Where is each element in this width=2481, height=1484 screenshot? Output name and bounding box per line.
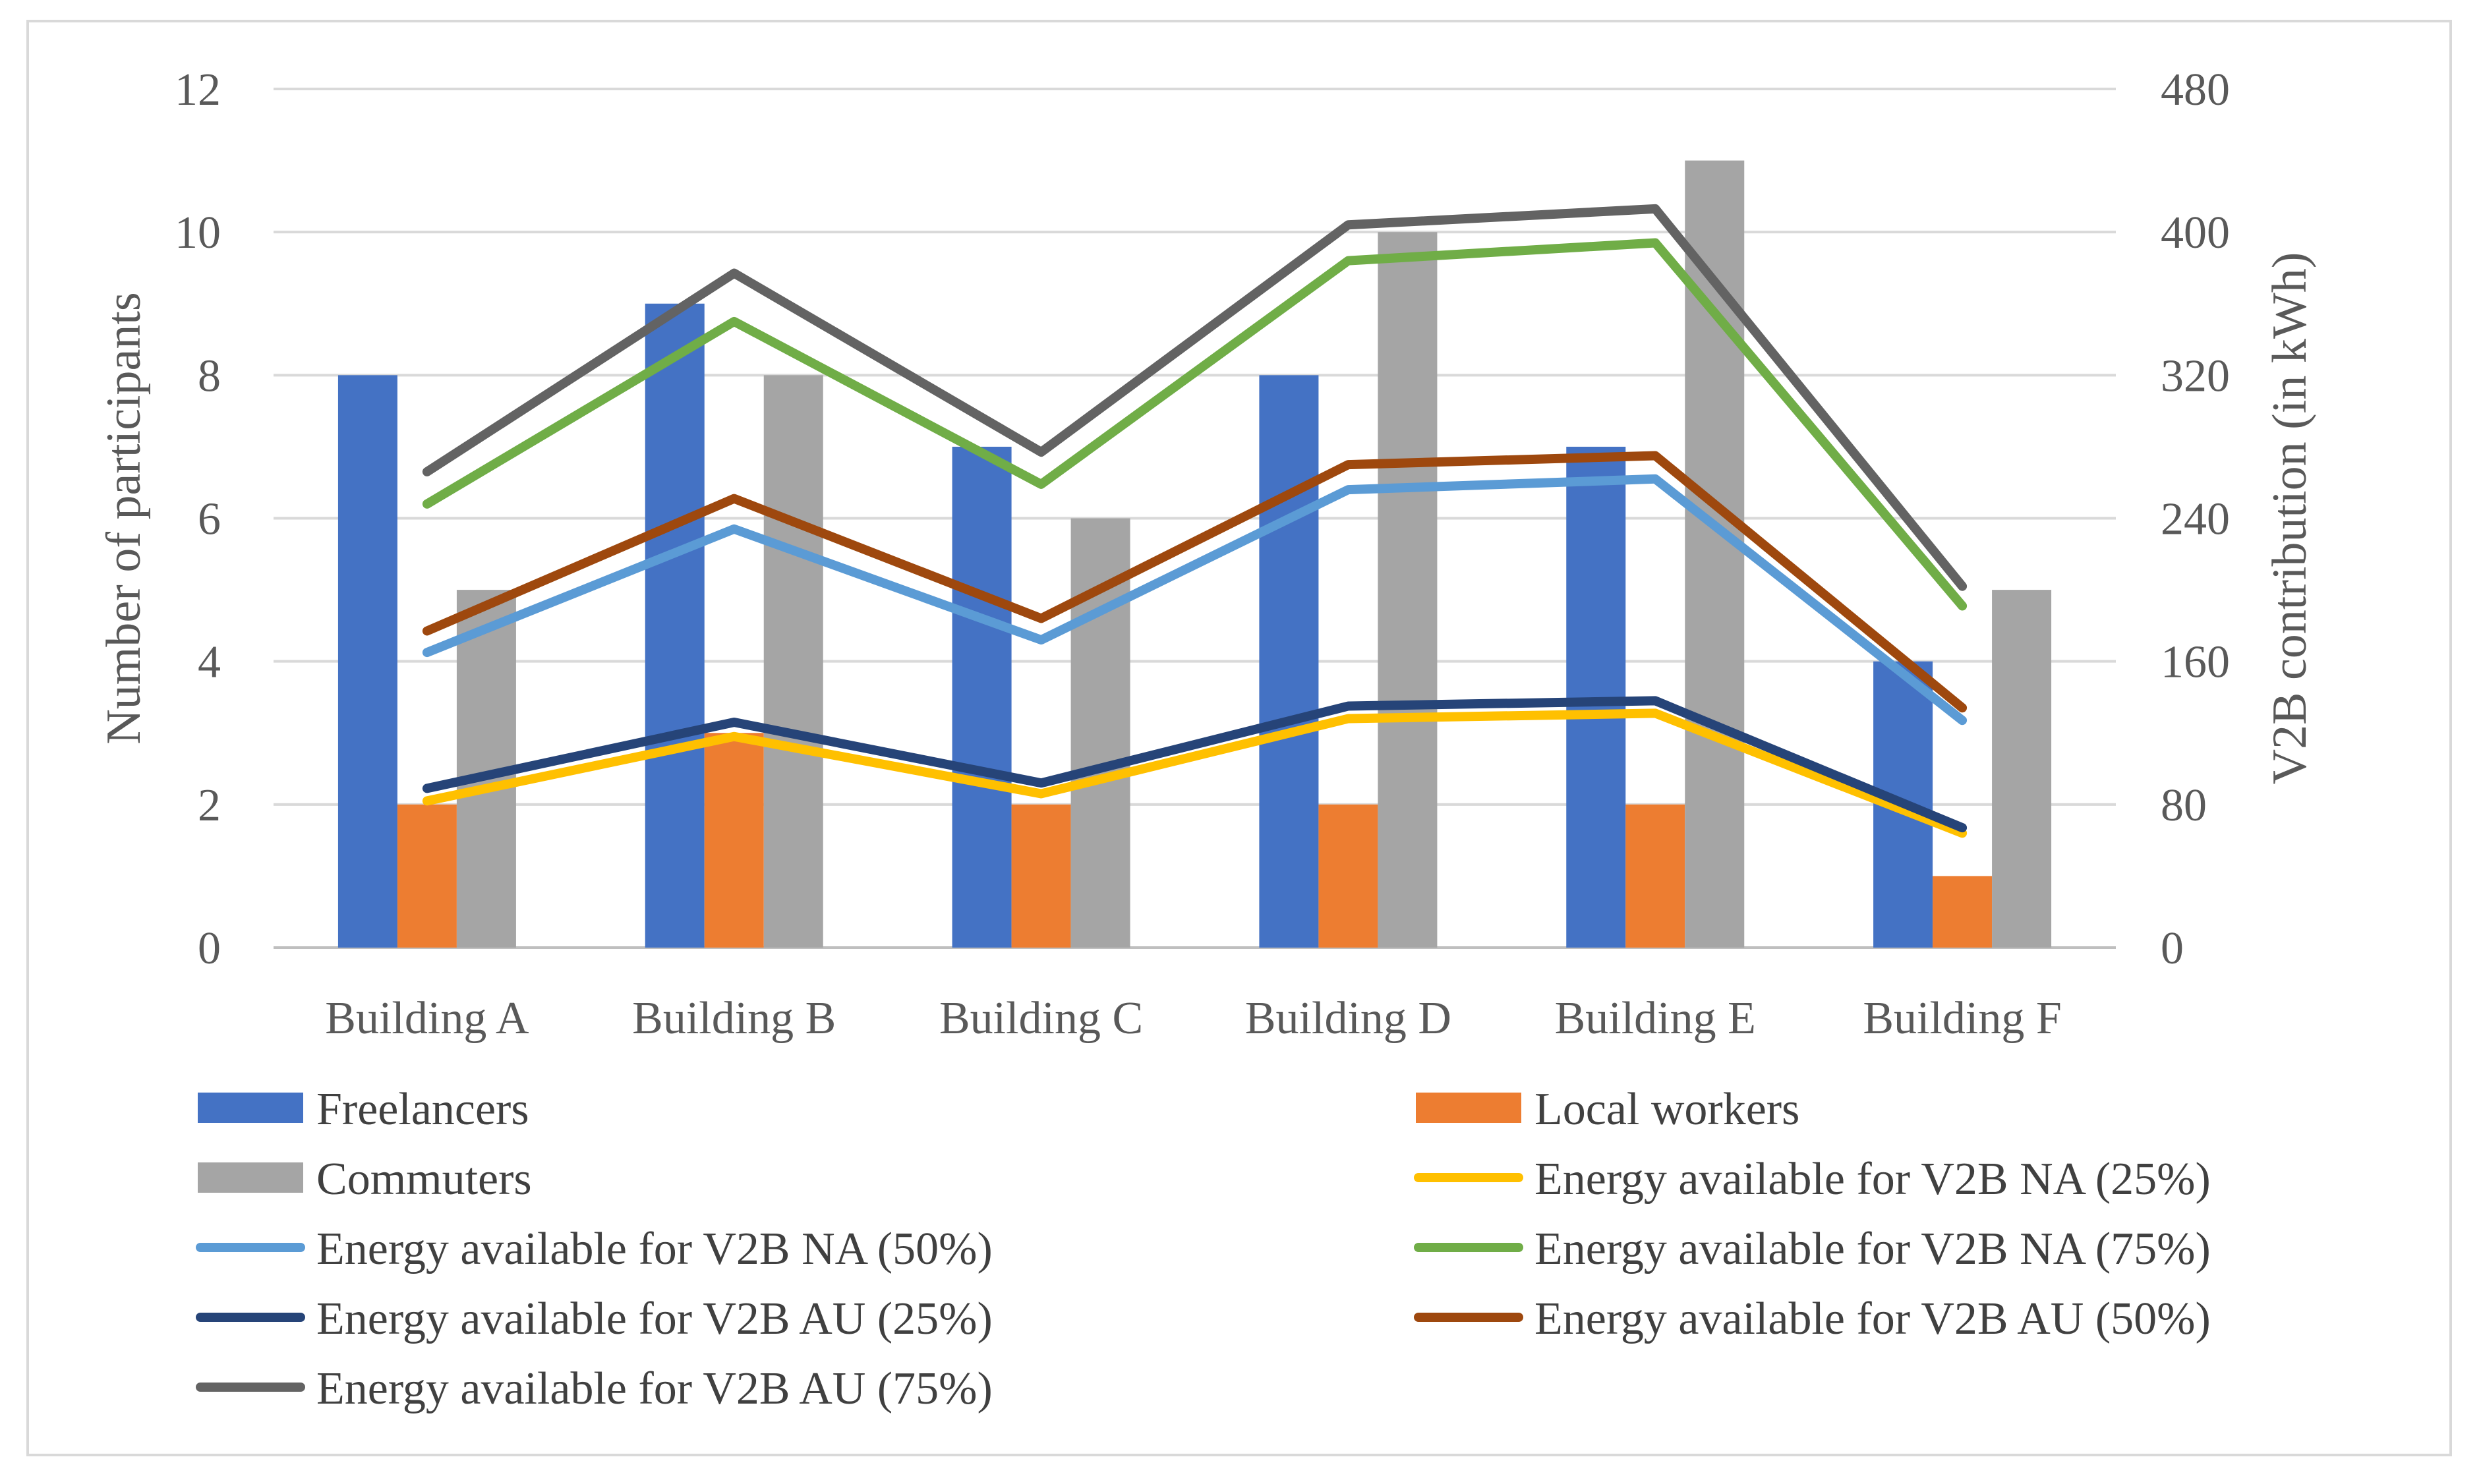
bar-local-workers xyxy=(1933,876,1993,948)
legend: Freelancers Local workers Commuters Energy … xyxy=(196,1084,2211,1414)
bar-local-workers xyxy=(397,804,457,948)
y-right-tick-label: 240 xyxy=(2161,494,2230,545)
bar-local-workers xyxy=(704,733,764,948)
x-tick-label: Building D xyxy=(1245,993,1451,1044)
legend-label: Commuters xyxy=(316,1154,532,1205)
bar-freelancers xyxy=(645,303,705,948)
legend-swatch xyxy=(1416,1093,1521,1123)
x-tick-label: Building A xyxy=(325,993,529,1044)
legend-label: Freelancers xyxy=(316,1084,529,1135)
y-left-tick-label: 6 xyxy=(198,494,221,545)
lines xyxy=(422,204,1968,838)
y-left-tick-label: 12 xyxy=(175,65,221,115)
line-series xyxy=(422,204,1968,591)
x-tick-label: Building B xyxy=(632,993,836,1044)
y-right-tick-label: 0 xyxy=(2161,923,2184,974)
legend-swatch xyxy=(198,1093,303,1123)
gridlines xyxy=(274,88,2116,949)
legend-swatch xyxy=(198,1162,303,1193)
legend-label: Energy available for V2B AU (75%) xyxy=(316,1363,993,1414)
legend-label: Energy available for V2B NA (75%) xyxy=(1534,1224,2211,1274)
y-right-tick-label: 160 xyxy=(2161,637,2230,688)
legend-label: Energy available for V2B NA (25%) xyxy=(1534,1154,2211,1205)
x-tick-label: Building E xyxy=(1555,993,1756,1044)
line-series xyxy=(422,238,1968,611)
bars xyxy=(337,160,2052,948)
y-right-axis-title: V2B contribution (in kWh) xyxy=(2263,252,2317,785)
bar-local-workers xyxy=(1625,804,1685,948)
line-series xyxy=(422,474,1968,726)
y-right-tick-label: 400 xyxy=(2161,208,2230,258)
x-tick-label: Building F xyxy=(1863,993,2061,1044)
y-left-tick-label: 0 xyxy=(198,923,221,974)
line-series xyxy=(422,451,1968,713)
y-right-tick-label: 320 xyxy=(2161,351,2230,401)
bar-freelancers xyxy=(952,446,1012,948)
y-left-tick-label: 10 xyxy=(175,208,221,258)
line-series xyxy=(422,708,1968,838)
x-tick-label: Building C xyxy=(939,993,1143,1044)
legend-label: Energy available for V2B AU (25%) xyxy=(316,1294,993,1344)
bar-commuters xyxy=(763,375,823,948)
legend-label: Energy available for V2B NA (50%) xyxy=(316,1224,993,1274)
y-left-axis-title: Number of participants xyxy=(97,292,151,744)
legend-label: Local workers xyxy=(1534,1084,1799,1135)
y-right-tick-label: 480 xyxy=(2161,65,2230,115)
legend-label: Energy available for V2B AU (50%) xyxy=(1534,1294,2211,1344)
y-right-tick-label: 80 xyxy=(2161,780,2207,831)
bar-local-workers xyxy=(1011,804,1071,948)
y-left-tick-label: 8 xyxy=(198,351,221,401)
bar-commuters xyxy=(1378,232,1438,948)
bar-commuters xyxy=(1992,590,2052,948)
y-left-tick-label: 2 xyxy=(198,780,221,831)
bar-local-workers xyxy=(1318,804,1378,948)
y-left-tick-label: 4 xyxy=(198,637,221,688)
bar-freelancers xyxy=(1259,375,1319,948)
bar-freelancers xyxy=(337,375,397,948)
line-series xyxy=(422,696,1968,833)
axes: Number of participants V2B contribution … xyxy=(97,65,2317,1044)
